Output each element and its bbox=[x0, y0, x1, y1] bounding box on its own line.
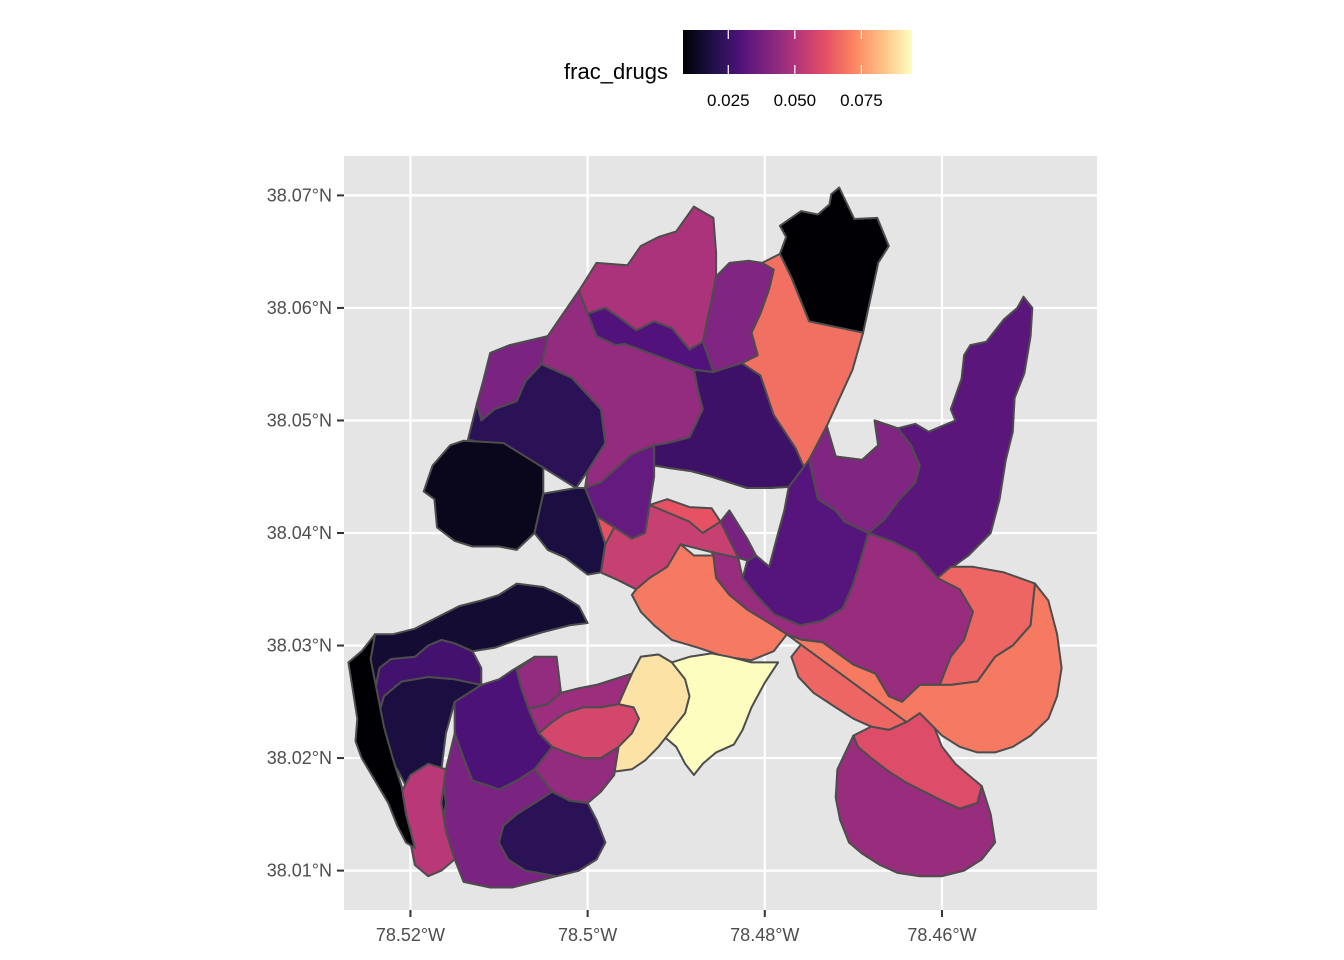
region-r40 bbox=[785, 582, 1063, 754]
y-tick-label: 38.04°N bbox=[267, 523, 332, 543]
y-axis: 38.01°N 38.02°N 38.03°N 38.04°N 38.05°N 38.06… bbox=[267, 185, 344, 881]
y-tick-label: 38.07°N bbox=[267, 185, 332, 205]
x-tick-label: 78.46°W bbox=[907, 925, 976, 945]
legend-tick-label: 0.075 bbox=[840, 91, 883, 110]
legend-ticks: 0.025 0.050 0.075 bbox=[707, 30, 883, 110]
y-tick-label: 38.01°N bbox=[267, 861, 332, 881]
region-r12 bbox=[422, 439, 545, 551]
region-r32 bbox=[498, 790, 607, 878]
x-tick-label: 78.5°W bbox=[558, 925, 617, 945]
x-tick-label: 78.48°W bbox=[730, 925, 799, 945]
region-r36 bbox=[369, 582, 589, 692]
y-tick-label: 38.03°N bbox=[267, 636, 332, 656]
region-r39 bbox=[834, 734, 997, 878]
y-tick-label: 38.05°N bbox=[267, 410, 332, 430]
x-axis: 78.52°W 78.5°W 78.48°W 78.46°W bbox=[376, 910, 977, 945]
x-tick-label: 78.52°W bbox=[376, 925, 445, 945]
map-regions bbox=[347, 186, 1063, 889]
y-tick-label: 38.02°N bbox=[267, 748, 332, 768]
legend: frac_drugs 0.025 0.050 0.075 bbox=[564, 30, 912, 110]
legend-colorbar bbox=[683, 30, 912, 74]
legend-title: frac_drugs bbox=[564, 59, 668, 84]
legend-tick-label: 0.025 bbox=[707, 91, 750, 110]
y-tick-label: 38.06°N bbox=[267, 298, 332, 318]
region-r13 bbox=[540, 290, 704, 489]
legend-tick-label: 0.050 bbox=[774, 91, 817, 110]
region-r37 bbox=[347, 633, 416, 850]
region-r21 bbox=[808, 419, 921, 534]
